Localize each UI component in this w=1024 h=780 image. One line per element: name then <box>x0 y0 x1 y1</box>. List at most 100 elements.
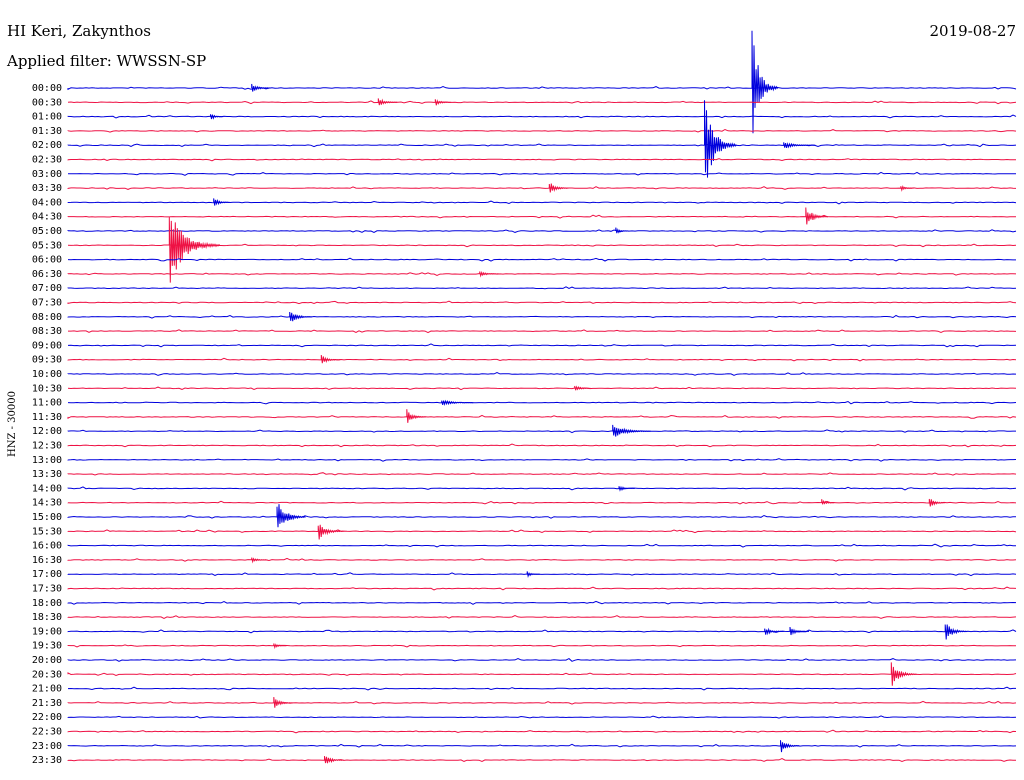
time-label: 11:30 <box>32 412 62 423</box>
trace-line <box>67 514 1017 519</box>
quake-event <box>928 498 946 507</box>
quake-event <box>406 409 426 423</box>
quake-event <box>751 30 778 134</box>
time-label: 04:00 <box>32 197 62 208</box>
quake-event <box>526 571 540 578</box>
time-label: 19:00 <box>32 626 62 637</box>
time-label: 09:30 <box>32 355 62 366</box>
quake-event <box>479 271 499 278</box>
time-label: 21:30 <box>32 698 62 709</box>
time-label: 05:30 <box>32 240 62 251</box>
quake-event <box>276 504 306 528</box>
date-label: 2019-08-27 <box>930 22 1016 40</box>
time-label: 04:30 <box>32 212 62 223</box>
quake-event <box>324 756 344 764</box>
trace-line <box>67 414 1017 420</box>
trace-line <box>67 186 1017 190</box>
quake-event <box>251 83 271 92</box>
filter-label: Applied filter: WWSSN-SP <box>6 52 206 70</box>
quake-event <box>273 697 293 708</box>
quake-event <box>944 624 968 640</box>
quake-event <box>890 662 917 686</box>
trace-line <box>67 586 1017 591</box>
quake-event <box>273 643 287 650</box>
time-label: 11:00 <box>32 398 62 409</box>
trace-line <box>67 214 1017 219</box>
trace-line <box>67 357 1017 362</box>
time-label: 10:30 <box>32 383 62 394</box>
trace-line <box>67 472 1017 476</box>
trace-line <box>67 600 1017 605</box>
time-label: 16:00 <box>32 541 62 552</box>
time-label: 15:30 <box>32 526 62 537</box>
time-label: 03:00 <box>32 169 62 180</box>
quake-event <box>900 185 914 192</box>
time-label: 14:30 <box>32 498 62 509</box>
trace-line <box>67 743 1017 748</box>
time-label: 16:30 <box>32 555 62 566</box>
quake-event <box>612 424 651 437</box>
trace-line <box>67 572 1017 577</box>
time-label: 00:00 <box>32 83 62 94</box>
trace-line <box>67 500 1017 505</box>
time-label: 08:00 <box>32 312 62 323</box>
trace-line <box>67 700 1017 705</box>
trace-line <box>67 615 1017 619</box>
time-label: 07:00 <box>32 283 62 294</box>
time-label: 23:00 <box>32 741 62 752</box>
quake-event <box>764 627 784 636</box>
time-label: 22:30 <box>32 727 62 738</box>
quake-event <box>780 740 800 753</box>
time-label: 01:30 <box>32 126 62 137</box>
trace-line <box>67 286 1017 290</box>
time-label: 21:00 <box>32 684 62 695</box>
trace-line <box>67 114 1017 119</box>
trace-line <box>67 200 1017 205</box>
trace-line <box>67 272 1017 276</box>
time-label: 03:30 <box>32 183 62 194</box>
time-label: 05:00 <box>32 226 62 237</box>
quake-event <box>789 626 810 636</box>
quake-event <box>805 207 829 225</box>
time-label: 23:30 <box>32 755 62 766</box>
trace-line <box>67 629 1017 634</box>
trace-line <box>67 672 1017 677</box>
trace-line <box>67 443 1017 448</box>
quake-event <box>317 524 344 540</box>
trace-line <box>67 243 1017 248</box>
trace-line <box>67 458 1017 462</box>
quake-event <box>574 385 591 391</box>
quake-event <box>320 354 341 364</box>
trace-line <box>67 343 1017 348</box>
trace-line <box>67 128 1017 133</box>
time-label: 15:00 <box>32 512 62 523</box>
quake-event <box>434 99 452 106</box>
time-label: 17:00 <box>32 569 62 580</box>
time-label: 10:00 <box>32 369 62 380</box>
time-label: 02:30 <box>32 155 62 166</box>
time-label: 07:30 <box>32 298 62 309</box>
quake-event <box>618 485 635 492</box>
time-label: 09:00 <box>32 340 62 351</box>
quake-event <box>213 198 230 206</box>
trace-line <box>67 729 1017 734</box>
time-label: 13:00 <box>32 455 62 466</box>
trace-line <box>67 229 1017 233</box>
time-label: 18:30 <box>32 612 62 623</box>
trace-line <box>67 644 1016 648</box>
time-label: 06:00 <box>32 255 62 266</box>
quake-event <box>548 183 569 193</box>
trace-line <box>67 543 1016 548</box>
trace-line <box>67 429 1016 434</box>
time-label: 01:00 <box>32 112 62 123</box>
trace-line <box>67 171 1016 176</box>
time-label: 02:00 <box>32 140 62 151</box>
time-label: 12:00 <box>32 426 62 437</box>
trace-line <box>67 372 1017 376</box>
quake-event <box>210 114 224 120</box>
quake-event <box>821 499 835 505</box>
trace-line <box>67 300 1017 305</box>
trace-line <box>67 557 1017 562</box>
trace-line <box>67 100 1017 105</box>
